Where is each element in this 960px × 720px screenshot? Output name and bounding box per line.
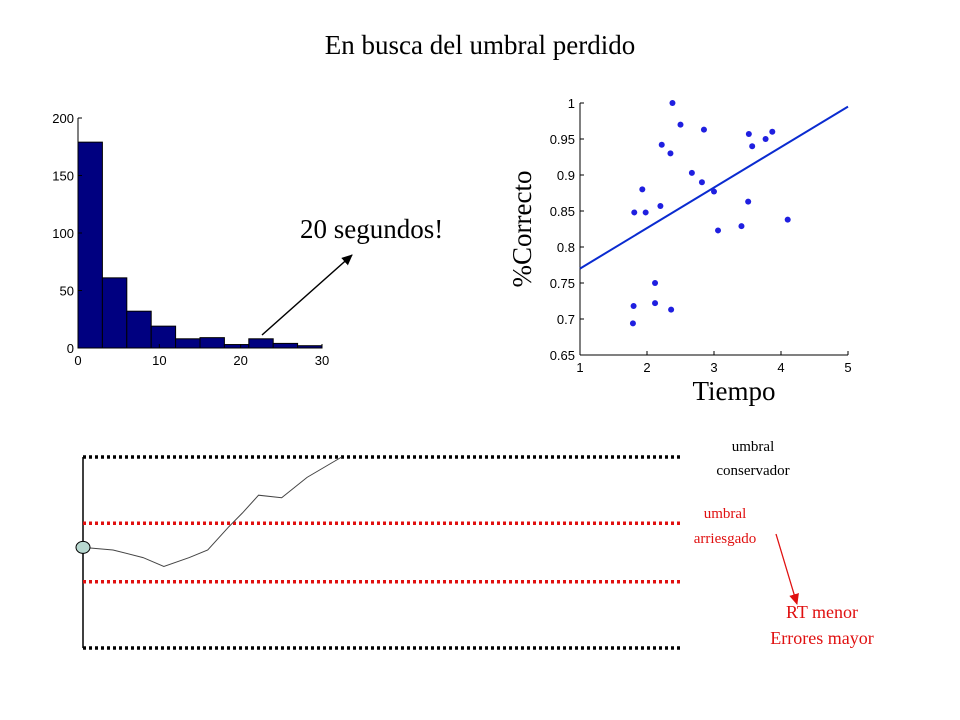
scatter-point-16: [642, 209, 649, 216]
scatter-xtick-label: 5: [844, 360, 851, 375]
scatter-point-19: [715, 227, 722, 234]
scatter-point-13: [745, 198, 752, 205]
histogram-bar-4: [175, 338, 201, 349]
histogram-ytick-label: 0: [67, 341, 74, 356]
histogram-xtick-label: 20: [233, 353, 247, 368]
histogram-bar-1: [101, 277, 128, 349]
scatter-fit-line: [579, 105, 849, 270]
scatter-point-12: [711, 188, 717, 195]
risky-label-line2: arriesgado: [694, 531, 756, 547]
scatter-point-20: [652, 280, 659, 286]
scatter-point-24: [629, 320, 636, 327]
scatter-point-7: [762, 136, 769, 142]
evidence-path: [82, 456, 342, 568]
annotation-arrow: [261, 254, 353, 336]
scatter-ytick-label: 0.75: [550, 276, 575, 291]
scatter-point-14: [657, 202, 664, 209]
histogram-bar-5: [199, 337, 225, 349]
risky-label-line1: umbral: [704, 506, 747, 522]
conservative-label-line1: umbral: [732, 439, 775, 455]
annotation-label: 20 segundos!: [300, 214, 443, 244]
threshold-diagram: [75, 455, 682, 650]
slide-title: En busca del umbral perdido: [324, 30, 636, 60]
scatter-point-9: [688, 169, 695, 176]
scatter-point-6: [749, 143, 756, 150]
scatter-point-0: [669, 100, 676, 106]
histogram-xtick-label: 10: [152, 353, 166, 368]
histogram-ytick-label: 50: [60, 284, 74, 299]
scatter-xtick-label: 3: [710, 360, 717, 375]
scatter-point-1: [677, 121, 684, 128]
histogram-bar-3: [150, 325, 177, 349]
histogram-xtick-label: 0: [74, 353, 81, 368]
scatter-ytick-label: 0.95: [550, 132, 575, 147]
scatter-point-3: [658, 141, 665, 148]
histogram: 0 50 100 150 200 0 10 20 30: [52, 111, 329, 368]
histogram-ytick-label: 100: [52, 226, 74, 241]
scatter-point-5: [745, 130, 752, 137]
scatter-point-21: [630, 303, 637, 310]
scatter-point-23: [668, 306, 675, 313]
scatter-ytick-label: 0.8: [557, 240, 575, 255]
scatter-point-11: [639, 186, 646, 193]
scatter-ytick-label: 0.7: [557, 312, 575, 327]
scatter-point-15: [631, 209, 638, 216]
histogram-bar-2: [126, 310, 152, 349]
histogram-xtick-label: 30: [315, 353, 329, 368]
histogram-bar-8: [272, 342, 299, 349]
scatter-ylabel: %Correcto: [507, 171, 537, 288]
scatter-point-8: [769, 128, 776, 135]
scatter-ytick-label: 0.65: [550, 348, 575, 363]
consequence-arrow: [775, 533, 799, 605]
conservative-label-line2: conservador: [716, 463, 789, 479]
histogram-bar-7: [248, 338, 274, 349]
scatter-point-10: [698, 179, 705, 186]
scatter-xtick-label: 1: [576, 360, 583, 375]
scatter-xlabel: Tiempo: [692, 376, 775, 406]
scatter-point-22: [652, 300, 659, 307]
scatter-ytick-label: 1: [568, 96, 575, 111]
start-point: [75, 540, 91, 554]
scatter-ytick-label: 0.9: [557, 168, 575, 183]
scatter-point-18: [738, 223, 745, 230]
consequence-line2: Errores mayor: [770, 628, 873, 648]
histogram-bar-6: [223, 344, 250, 349]
histogram-ytick-label: 200: [52, 111, 74, 126]
histogram-bar-0: [77, 141, 103, 349]
scatter-point-2: [700, 126, 707, 133]
scatter-point-4: [667, 150, 674, 157]
scatter-plot: 0.65 0.7 0.75 0.8 0.85 0.9 0.95 1 1 2 3 4 5: [550, 96, 852, 375]
consequence-line1: RT menor: [786, 602, 858, 622]
scatter-point-17: [784, 216, 791, 223]
scatter-xtick-label: 2: [643, 360, 650, 375]
scatter-ytick-label: 0.85: [550, 204, 575, 219]
histogram-ytick-label: 150: [52, 169, 74, 184]
scatter-xtick-label: 4: [777, 360, 784, 375]
